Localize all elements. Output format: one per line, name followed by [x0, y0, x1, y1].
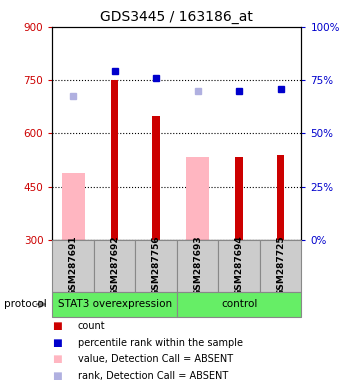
Text: STAT3 overexpression: STAT3 overexpression — [57, 299, 172, 310]
Bar — [235, 157, 243, 240]
Text: ■: ■ — [52, 354, 62, 364]
Bar — [277, 155, 284, 240]
Bar — [177, 292, 301, 317]
Bar — [152, 116, 160, 240]
Bar — [111, 80, 118, 240]
Bar — [52, 292, 177, 317]
Bar — [260, 240, 301, 292]
Text: rank, Detection Call = ABSENT: rank, Detection Call = ABSENT — [78, 371, 228, 381]
Text: GSM287725: GSM287725 — [276, 236, 285, 296]
Text: GSM287693: GSM287693 — [193, 236, 202, 296]
Text: ■: ■ — [52, 338, 62, 348]
Text: GSM287694: GSM287694 — [235, 235, 244, 296]
Bar — [218, 240, 260, 292]
Text: protocol: protocol — [4, 299, 46, 310]
Text: value, Detection Call = ABSENT: value, Detection Call = ABSENT — [78, 354, 233, 364]
Text: count: count — [78, 321, 105, 331]
Bar — [52, 240, 94, 292]
Bar — [186, 157, 209, 240]
Title: GDS3445 / 163186_at: GDS3445 / 163186_at — [100, 10, 253, 25]
Text: GSM287691: GSM287691 — [69, 236, 78, 296]
Text: GSM287756: GSM287756 — [152, 236, 161, 296]
Bar — [94, 240, 135, 292]
Text: ■: ■ — [52, 371, 62, 381]
Text: percentile rank within the sample: percentile rank within the sample — [78, 338, 243, 348]
Bar — [135, 240, 177, 292]
Bar — [177, 240, 218, 292]
Text: control: control — [221, 299, 257, 310]
Text: ■: ■ — [52, 321, 62, 331]
Text: GSM287692: GSM287692 — [110, 236, 119, 296]
Bar — [62, 172, 84, 240]
